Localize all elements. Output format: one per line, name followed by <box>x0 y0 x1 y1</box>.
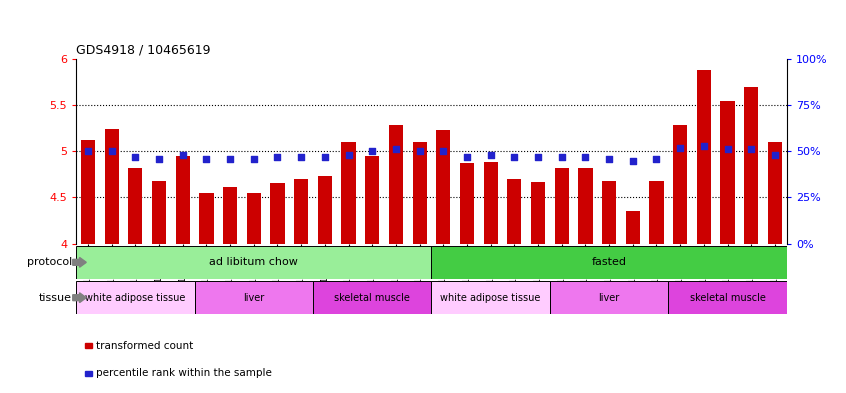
Point <box>650 156 663 162</box>
Point <box>508 154 521 160</box>
Point <box>721 146 734 152</box>
Point <box>176 152 190 158</box>
Bar <box>508 179 521 244</box>
Text: white adipose tissue: white adipose tissue <box>441 293 541 303</box>
Point <box>365 148 379 154</box>
Bar <box>247 193 261 244</box>
Point <box>673 145 687 151</box>
Text: percentile rank within the sample: percentile rank within the sample <box>96 368 272 378</box>
Bar <box>176 156 190 244</box>
Bar <box>313 281 431 314</box>
Point <box>460 154 474 160</box>
Point <box>342 152 355 158</box>
Point <box>389 146 403 152</box>
Bar <box>768 142 782 244</box>
Bar <box>579 168 592 244</box>
Bar <box>668 281 787 314</box>
Text: GDS4918 / 10465619: GDS4918 / 10465619 <box>76 43 211 56</box>
Point <box>602 156 616 162</box>
Bar <box>223 187 237 244</box>
Point <box>129 154 142 160</box>
Point <box>152 156 166 162</box>
Text: white adipose tissue: white adipose tissue <box>85 293 185 303</box>
Text: protocol: protocol <box>27 257 72 267</box>
Point <box>484 152 497 158</box>
Bar <box>431 281 550 314</box>
Point <box>413 148 426 154</box>
Point <box>697 143 711 149</box>
Bar <box>200 193 213 244</box>
Point <box>555 154 569 160</box>
Bar <box>721 101 734 244</box>
Text: skeletal muscle: skeletal muscle <box>689 293 766 303</box>
Bar <box>437 130 450 244</box>
Point <box>768 152 782 158</box>
Bar <box>484 162 497 244</box>
Bar <box>81 140 95 244</box>
Point <box>223 156 237 162</box>
Bar <box>389 125 403 244</box>
Bar <box>271 183 284 244</box>
Text: fasted: fasted <box>591 257 627 267</box>
Text: liver: liver <box>598 293 620 303</box>
Bar <box>626 211 640 244</box>
Bar <box>195 281 313 314</box>
Bar <box>650 181 663 244</box>
Point <box>81 148 95 154</box>
Bar <box>318 176 332 244</box>
Bar <box>744 86 758 244</box>
Point <box>247 156 261 162</box>
Bar <box>152 181 166 244</box>
Bar <box>550 281 668 314</box>
Bar <box>129 168 142 244</box>
Text: ad libitum chow: ad libitum chow <box>209 257 299 267</box>
Bar <box>531 182 545 244</box>
Bar <box>294 179 308 244</box>
Text: skeletal muscle: skeletal muscle <box>334 293 410 303</box>
Bar <box>431 246 787 279</box>
Point <box>626 157 640 163</box>
Bar <box>673 125 687 244</box>
Point <box>579 154 592 160</box>
Bar <box>697 70 711 244</box>
Bar <box>602 181 616 244</box>
Bar <box>105 129 118 244</box>
Point <box>437 148 450 154</box>
Bar <box>76 246 431 279</box>
Bar <box>342 142 355 244</box>
Point <box>294 154 308 160</box>
Point <box>105 148 118 154</box>
Text: liver: liver <box>243 293 265 303</box>
Bar <box>555 168 569 244</box>
Bar <box>76 281 195 314</box>
Bar <box>413 142 426 244</box>
Point <box>200 156 213 162</box>
Text: transformed count: transformed count <box>96 341 193 351</box>
Bar <box>365 156 379 244</box>
Point <box>271 154 284 160</box>
Point <box>531 154 545 160</box>
Point <box>744 146 758 152</box>
Point <box>318 154 332 160</box>
Text: tissue: tissue <box>39 293 72 303</box>
Bar <box>460 163 474 244</box>
